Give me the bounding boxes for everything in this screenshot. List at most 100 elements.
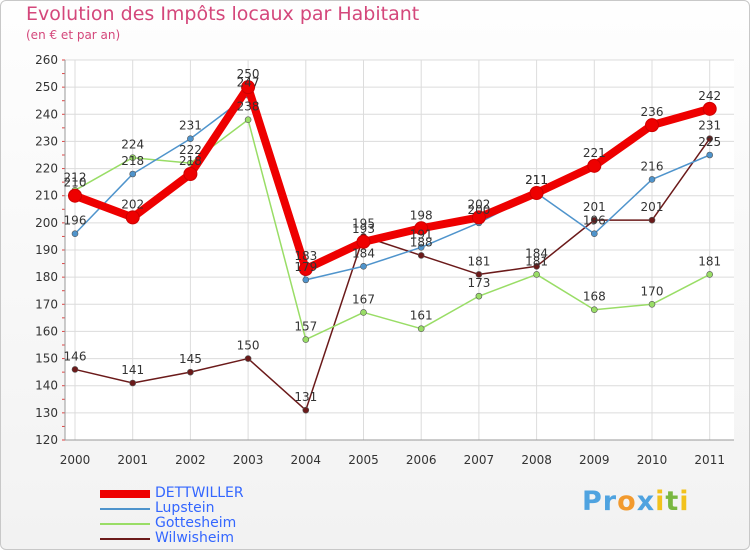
data-point-dettwiller — [471, 210, 486, 225]
data-label-dettwiller: 211 — [525, 173, 548, 187]
logo-letter: r — [602, 486, 618, 517]
y-tick-label: 190 — [35, 243, 58, 257]
series-line-dettwiller — [71, 83, 714, 273]
data-label-dettwiller: 210 — [64, 176, 87, 190]
data-label-gottesheim: 224 — [121, 138, 144, 152]
data-label-wilwisheim: 195 — [352, 216, 375, 230]
data-label-dettwiller: 202 — [467, 197, 490, 211]
data-point-wilwisheim — [71, 366, 79, 373]
data-point-wilwisheim — [187, 368, 194, 376]
chart-title: Evolution des Impôts locaux par Habitant — [26, 3, 420, 25]
data-label-dettwiller: 221 — [583, 146, 606, 160]
data-label-dettwiller: 183 — [294, 249, 317, 263]
data-label-lupstein: 225 — [698, 135, 721, 149]
data-point-lupstein — [187, 135, 194, 143]
data-point-dettwiller — [529, 186, 544, 200]
x-tick-label: 2010 — [637, 453, 668, 467]
data-label-gottesheim: 181 — [698, 254, 721, 268]
data-point-dettwiller — [241, 80, 256, 95]
legend-swatch-gottesheim — [100, 522, 150, 525]
data-label-dettwiller: 236 — [641, 105, 664, 119]
data-point-dettwiller — [298, 262, 313, 276]
logo-letter: i — [679, 486, 690, 517]
data-point-wilwisheim — [417, 252, 425, 259]
data-label-gottesheim: 181 — [525, 254, 548, 268]
y-tick-label: 210 — [35, 189, 58, 203]
data-label-lupstein: 196 — [64, 214, 87, 228]
data-point-wilwisheim — [302, 406, 310, 414]
y-tick-label: 120 — [35, 433, 58, 447]
legend-item-gottesheim: Gottesheim — [100, 516, 244, 531]
y-tick-label: 230 — [35, 134, 58, 148]
data-label-gottesheim: 157 — [294, 320, 317, 334]
data-label-dettwiller: 193 — [352, 222, 375, 236]
logo-letter: i — [655, 486, 666, 517]
logo-letter: t — [665, 486, 680, 517]
x-tick-label: 2005 — [348, 453, 379, 467]
data-label-wilwisheim: 231 — [698, 119, 721, 133]
y-tick-label: 150 — [35, 352, 58, 366]
series-line-gottesheim — [74, 118, 711, 341]
y-tick-label: 220 — [35, 162, 58, 176]
data-label-wilwisheim: 184 — [525, 246, 548, 260]
data-point-lupstein — [71, 230, 79, 238]
data-label-wilwisheim: 201 — [641, 200, 664, 214]
legend-item-lupstein: Lupstein — [100, 501, 244, 516]
data-label-gottesheim: 168 — [583, 290, 606, 304]
data-label-lupstein: 247 — [237, 75, 260, 89]
y-tick-label: 180 — [35, 270, 58, 284]
data-label-dettwiller: 250 — [237, 67, 260, 81]
x-tick-label: 2004 — [291, 453, 322, 467]
series-line-lupstein — [74, 94, 711, 281]
data-point-wilwisheim — [706, 135, 714, 143]
data-label-wilwisheim: 188 — [410, 235, 433, 249]
data-point-wilwisheim — [648, 216, 656, 224]
data-point-lupstein — [302, 276, 310, 284]
legend-swatch-dettwiller — [100, 489, 150, 498]
data-label-wilwisheim: 146 — [64, 349, 87, 363]
logo-letter: P — [582, 486, 603, 517]
data-point-gottesheim — [533, 271, 540, 278]
data-point-gottesheim — [417, 325, 425, 333]
y-tick-label: 170 — [35, 297, 58, 311]
data-label-wilwisheim: 201 — [583, 200, 606, 214]
data-point-dettwiller — [125, 210, 140, 225]
x-tick-label: 2008 — [521, 453, 552, 467]
data-label-wilwisheim: 141 — [121, 363, 144, 377]
x-tick-label: 2002 — [175, 453, 206, 467]
x-tick-label: 2006 — [406, 453, 437, 467]
y-tick-label: 260 — [35, 53, 58, 67]
data-label-wilwisheim: 131 — [294, 390, 317, 404]
data-point-lupstein — [706, 151, 714, 159]
data-point-lupstein — [590, 230, 598, 238]
data-point-dettwiller — [414, 221, 429, 236]
x-tick-label: 2001 — [117, 453, 148, 467]
data-point-dettwiller — [68, 188, 82, 203]
chart-subtitle: (en € et par an) — [26, 28, 121, 42]
data-label-gottesheim: 170 — [641, 284, 664, 298]
data-point-gottesheim — [475, 292, 483, 300]
data-point-lupstein — [648, 176, 656, 183]
data-point-gottesheim — [648, 300, 656, 308]
data-label-wilwisheim: 181 — [467, 254, 490, 268]
series-line-wilwisheim — [74, 137, 711, 411]
data-label-lupstein: 218 — [121, 154, 144, 168]
data-point-dettwiller — [183, 167, 198, 181]
x-tick-label: 2003 — [233, 453, 264, 467]
proxiti-logo: Proxiti — [582, 486, 690, 517]
data-point-lupstein — [129, 170, 136, 178]
data-point-wilwisheim — [590, 216, 598, 224]
data-label-dettwiller: 242 — [698, 89, 721, 103]
data-point-dettwiller — [702, 101, 717, 116]
data-label-lupstein: 216 — [641, 159, 664, 173]
data-label-gottesheim: 222 — [179, 143, 202, 157]
x-tick-label: 2000 — [60, 453, 91, 467]
y-tick-label: 160 — [35, 324, 58, 338]
legend-item-dettwiller: DETTWILLER — [100, 486, 244, 501]
data-label-gottesheim: 167 — [352, 292, 375, 306]
data-label-dettwiller: 198 — [410, 208, 433, 222]
legend-swatch-wilwisheim — [100, 537, 150, 540]
data-label-lupstein: 179 — [294, 260, 317, 274]
data-label-dettwiller: 202 — [121, 197, 144, 211]
